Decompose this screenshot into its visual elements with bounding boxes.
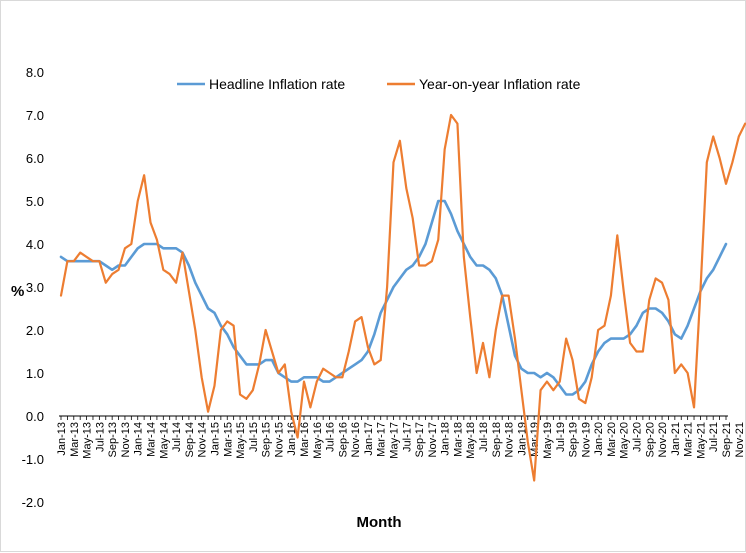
x-tick-label: May-20 xyxy=(619,422,631,459)
x-tick-label: Sep-13 xyxy=(107,422,119,457)
x-tick-label: Nov-18 xyxy=(504,422,516,457)
y-tick-label: 4.0 xyxy=(26,237,44,252)
x-tick-label: Sep-18 xyxy=(491,422,503,457)
y-tick-label: 0.0 xyxy=(26,409,44,424)
x-axis-ticks: Jan-13 Mar-13 May-13 Jul-13 Sep-13 Nov-13 Jan-… xyxy=(56,422,746,459)
x-tick-label: Nov-16 xyxy=(350,422,362,457)
x-tick-label: Nov-15 xyxy=(273,422,285,457)
x-tick-label: Mar-20 xyxy=(606,422,618,457)
x-tick-label: Jul-19 xyxy=(555,422,567,452)
x-tick-label: May-14 xyxy=(158,422,170,459)
x-tick-label: Jul-13 xyxy=(94,422,106,452)
y-tick-label: 8.0 xyxy=(26,65,44,80)
x-tick-label: Jan-21 xyxy=(670,422,682,456)
legend: Headline Inflation rate Year-on-year Infl… xyxy=(177,76,581,92)
x-tick-label: Jul-15 xyxy=(248,422,260,452)
x-tick-label: Mar-16 xyxy=(299,422,311,457)
x-tick-label: Jan-15 xyxy=(209,422,221,456)
y-tick-label: 7.0 xyxy=(26,108,44,123)
y-axis-title: % xyxy=(11,283,24,300)
series-lines xyxy=(59,113,746,482)
x-tick-label: May-18 xyxy=(465,422,477,459)
x-tick-label: Nov-14 xyxy=(197,422,209,457)
x-tick-label: Nov-19 xyxy=(580,422,592,457)
x-tick-label: Jan-14 xyxy=(133,422,145,456)
series-line-headline-inflation xyxy=(59,199,728,396)
legend-label: Headline Inflation rate xyxy=(209,76,345,92)
series-line-year-on-year-inflation xyxy=(59,113,746,482)
x-tick-label: May-15 xyxy=(235,422,247,459)
x-tick-label: Jan-17 xyxy=(363,422,375,456)
x-tick-label: Sep-15 xyxy=(261,422,273,457)
x-tick-label: Sep-17 xyxy=(414,422,426,457)
y-tick-label: -2.0 xyxy=(22,495,44,510)
x-tick-label: Mar-17 xyxy=(376,422,388,457)
x-tick-label: Sep-16 xyxy=(337,422,349,457)
x-tick-label: Sep-19 xyxy=(568,422,580,457)
x-tick-label: Jul-21 xyxy=(708,422,720,452)
x-tick-label: Mar-13 xyxy=(69,422,81,457)
x-tick-label: Sep-20 xyxy=(644,422,656,457)
x-tick-label: Nov-21 xyxy=(734,422,746,457)
x-tick-label: May-16 xyxy=(312,422,324,459)
x-tick-label: Jan-13 xyxy=(56,422,68,456)
x-tick-label: Jan-18 xyxy=(440,422,452,456)
x-tick-label: Nov-20 xyxy=(657,422,669,457)
x-tick-label: Jul-20 xyxy=(631,422,643,452)
x-tick-label: Mar-14 xyxy=(146,422,158,457)
legend-label: Year-on-year Inflation rate xyxy=(419,76,581,92)
y-tick-label: 3.0 xyxy=(26,280,44,295)
x-tick-label: May-21 xyxy=(695,422,707,459)
x-tick-label: May-13 xyxy=(82,422,94,459)
x-tick-label: Jul-14 xyxy=(171,422,183,452)
x-tick-label: Jan-16 xyxy=(286,422,298,456)
y-axis-ticks: -2.0 -1.0 0.0 1.0 2.0 3.0 4.0 5.0 6.0 7.0 8.0 xyxy=(22,65,44,510)
x-tick-label: May-17 xyxy=(389,422,401,459)
x-tick-label: Jul-18 xyxy=(478,422,490,452)
y-tick-label: 5.0 xyxy=(26,194,44,209)
x-tick-label: Mar-18 xyxy=(452,422,464,457)
x-tick-label: Jan-20 xyxy=(593,422,605,456)
x-tick-label: Mar-15 xyxy=(222,422,234,457)
y-tick-label: 2.0 xyxy=(26,323,44,338)
axes xyxy=(59,415,728,420)
x-tick-label: Mar-21 xyxy=(683,422,695,457)
x-tick-label: Jul-16 xyxy=(325,422,337,452)
x-tick-label: Nov-17 xyxy=(427,422,439,457)
x-tick-label: Jul-17 xyxy=(401,422,413,452)
x-tick-label: May-19 xyxy=(542,422,554,459)
y-tick-label: -1.0 xyxy=(22,452,44,467)
y-tick-label: 6.0 xyxy=(26,151,44,166)
x-axis-title: Month xyxy=(357,514,402,531)
x-tick-label: Nov-13 xyxy=(120,422,132,457)
x-tick-label: Sep-21 xyxy=(721,422,733,457)
y-tick-label: 1.0 xyxy=(26,366,44,381)
x-tick-label: Sep-14 xyxy=(184,422,196,457)
